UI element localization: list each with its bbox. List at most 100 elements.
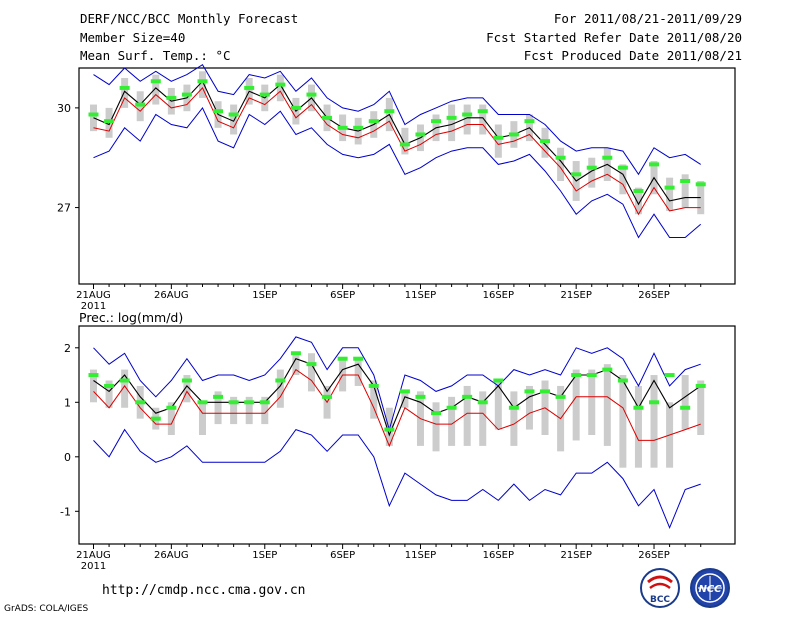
temp-ensemble-marker bbox=[259, 92, 270, 97]
prec-ensemble-marker bbox=[290, 351, 301, 356]
prec-spread-box bbox=[121, 369, 129, 408]
temp-mean-line bbox=[93, 80, 701, 206]
temp-ensemble-marker bbox=[477, 109, 488, 114]
temp-ensemble-marker bbox=[446, 115, 457, 120]
prec-spread-box bbox=[510, 391, 518, 446]
prec-ensemble-marker bbox=[244, 400, 255, 405]
prec-ensemble-marker bbox=[119, 378, 130, 383]
prec-ensemble-marker bbox=[664, 373, 675, 378]
temp-ensemble-marker bbox=[166, 95, 177, 100]
temp-ensemble-marker bbox=[135, 102, 146, 107]
prec-ensemble-marker bbox=[213, 394, 224, 399]
prec-ensemble-marker bbox=[104, 383, 115, 388]
temp-ensemble-marker bbox=[586, 165, 597, 170]
prec-ensemble-marker bbox=[166, 405, 177, 410]
temp-spread-box bbox=[401, 127, 409, 155]
prec-spread-box bbox=[245, 396, 253, 425]
temperature-chart: 27 30 21AUG 26AUG 1SEP 6SEP 11SEP 16SEP 21SEP 26S… bbox=[57, 64, 736, 312]
prec-ensemble-marker bbox=[415, 394, 426, 399]
bcc-logo-text: BCC bbox=[650, 595, 670, 605]
prec-ensemble-marker bbox=[524, 389, 535, 394]
prec-ensemble-marker bbox=[680, 405, 691, 410]
temp-ensemble-marker bbox=[633, 188, 644, 193]
temp-ensemble-marker bbox=[555, 155, 566, 160]
prec-ensemble-marker bbox=[540, 389, 551, 394]
temp-spread-box bbox=[666, 177, 674, 211]
prec-ensemble-marker bbox=[259, 400, 270, 405]
temp-spread-box bbox=[152, 74, 160, 105]
prec-spread-box bbox=[354, 358, 362, 386]
temp-ensemble-marker bbox=[275, 82, 286, 87]
prec-spread-box bbox=[183, 375, 191, 403]
agency-logos: BCC NCC bbox=[640, 568, 730, 608]
temp-ensemble-marker bbox=[228, 112, 239, 117]
prec-ensemble-marker bbox=[337, 356, 348, 361]
prec-ensemble-marker bbox=[508, 405, 519, 410]
temp-ensemble-marker bbox=[353, 125, 364, 130]
prec-y-tick-label: 1 bbox=[64, 396, 71, 409]
temp-ensemble-marker bbox=[462, 112, 473, 117]
prec-x-tick-label: 26SEP bbox=[638, 550, 669, 561]
precipitation-chart: Prec.: log(mm/d) -1 0 1 2 21AUG 26AUG 1SEP 6SEP 1… bbox=[60, 310, 736, 572]
member-size: Member Size=40 bbox=[80, 30, 186, 45]
prec-ensemble-marker bbox=[649, 400, 660, 405]
temp-ensemble-marker bbox=[540, 139, 551, 144]
prec-spread-box bbox=[494, 380, 502, 430]
temp-spread-box bbox=[557, 147, 565, 181]
prec-mean-line bbox=[93, 358, 702, 437]
prec-spread-box bbox=[401, 391, 409, 408]
prec-ensemble-marker bbox=[399, 389, 410, 394]
prec-ensemble-marker bbox=[181, 378, 192, 383]
temp-spread-box bbox=[619, 164, 627, 195]
prec-spread-box bbox=[276, 369, 284, 408]
temp-ensemble-marker bbox=[399, 142, 410, 147]
temp-ensemble-marker bbox=[213, 109, 224, 114]
prec-min-line bbox=[93, 428, 701, 530]
temp-x-tick-label: 26SEP bbox=[638, 290, 669, 301]
temp-spread-box bbox=[230, 104, 238, 135]
temp-plot-frame bbox=[78, 67, 736, 285]
prec-ensemble-marker bbox=[322, 394, 333, 399]
prec-ensemble-marker bbox=[633, 405, 644, 410]
temp-ensemble-marker bbox=[384, 109, 395, 114]
temp-spread-box bbox=[494, 124, 502, 158]
prec-ensemble-marker bbox=[571, 373, 582, 378]
temp-ensemble-marker bbox=[508, 132, 519, 137]
temp-ensemble-marker bbox=[617, 165, 628, 170]
temp-ensemble-marker bbox=[197, 79, 208, 84]
temp-ensemble-marker bbox=[680, 178, 691, 183]
temp-x-tick-label: 1SEP bbox=[252, 290, 277, 301]
prec-ensemble-marker bbox=[275, 378, 286, 383]
prec-x-tick-label: 21SEP bbox=[560, 550, 591, 561]
temp-spread-box bbox=[276, 74, 284, 102]
temp-spread-box bbox=[681, 174, 689, 208]
prec-x-tick-label: 26AUG bbox=[154, 550, 189, 561]
prec-ensemble-marker bbox=[617, 378, 628, 383]
temp-ensemble-marker bbox=[695, 182, 706, 187]
prec-spread-box bbox=[307, 353, 315, 392]
temp-ensemble-marker bbox=[88, 112, 99, 117]
prec-spread-box bbox=[525, 385, 533, 430]
prec-spread-box bbox=[432, 402, 440, 452]
prec-spread-box bbox=[463, 385, 471, 446]
prec-spread-box bbox=[572, 369, 580, 441]
prec-x-tick-label: 16SEP bbox=[483, 550, 514, 561]
temp-x-tick-label: 16SEP bbox=[483, 290, 514, 301]
prec-ensemble-marker bbox=[197, 400, 208, 405]
temp-ensemble-marker bbox=[493, 135, 504, 140]
prec-median-line bbox=[93, 368, 701, 448]
prec-max-line bbox=[93, 336, 701, 432]
temp-min-line bbox=[93, 106, 702, 239]
prec-spread-box bbox=[385, 407, 393, 446]
prec-spread-box bbox=[603, 364, 611, 446]
prec-y-tick-label: 2 bbox=[64, 342, 71, 355]
prec-y-tick-label: 0 bbox=[64, 451, 71, 464]
prec-ensemble-marker bbox=[368, 383, 379, 388]
temp-ensemble-marker bbox=[664, 185, 675, 190]
temp-ensemble-marker bbox=[244, 85, 255, 90]
prec-ensemble-marker bbox=[384, 427, 395, 432]
source-url[interactable]: http://cmdp.ncc.cma.gov.cn bbox=[102, 583, 306, 598]
prec-year-label: 2011 bbox=[81, 561, 106, 572]
bcc-logo-icon: BCC bbox=[640, 568, 680, 608]
prec-ensemble-marker bbox=[586, 373, 597, 378]
